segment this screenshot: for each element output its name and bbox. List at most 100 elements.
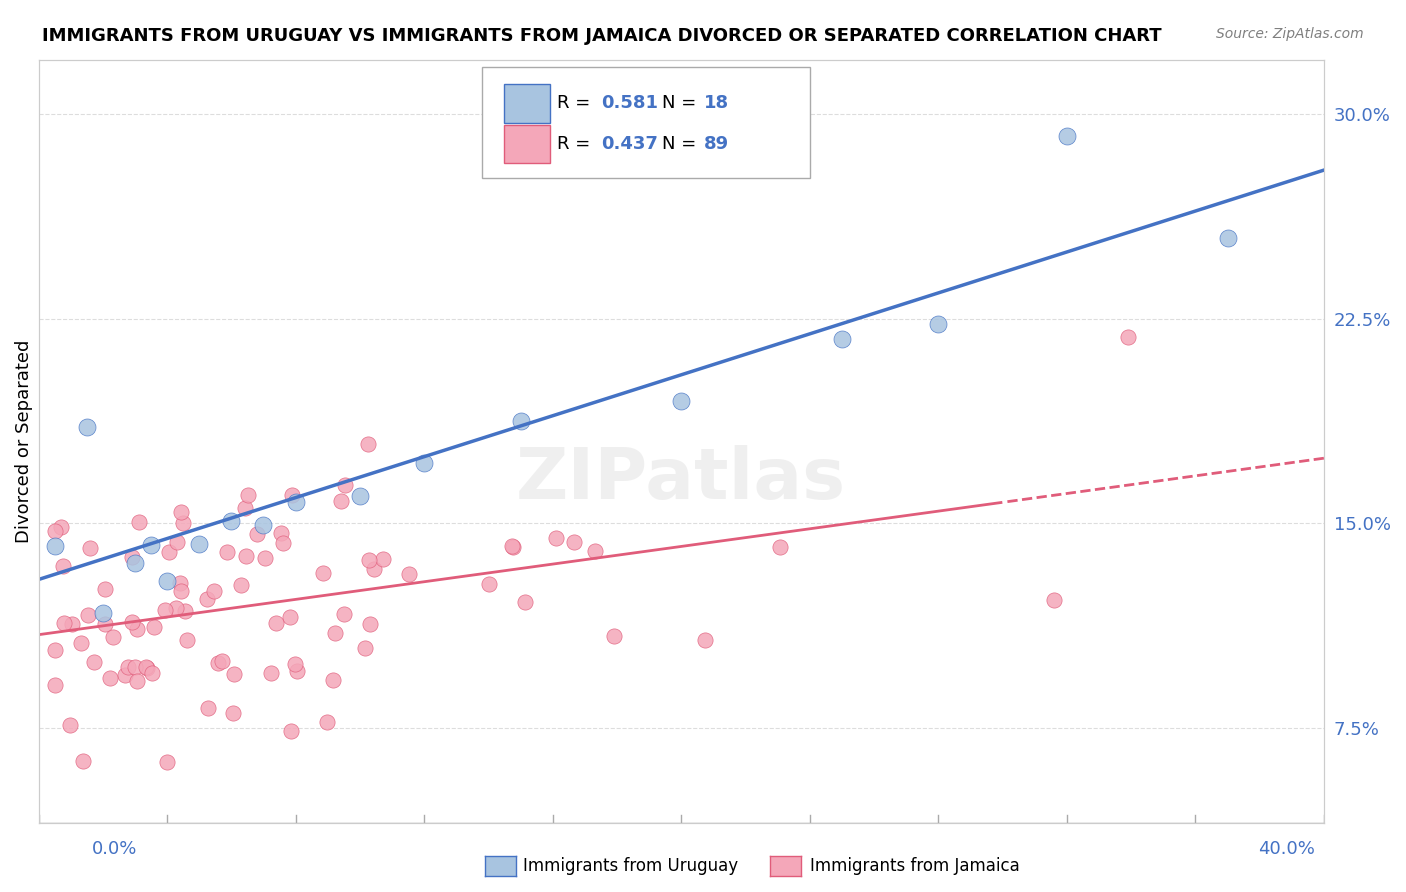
Text: Immigrants from Uruguay: Immigrants from Uruguay bbox=[523, 857, 738, 875]
Point bbox=[125, 673, 148, 688]
Point bbox=[398, 567, 420, 582]
Text: 89: 89 bbox=[704, 135, 730, 153]
FancyBboxPatch shape bbox=[503, 84, 550, 123]
Point bbox=[354, 640, 377, 655]
Text: 18: 18 bbox=[704, 95, 730, 112]
Point bbox=[603, 629, 626, 643]
Point bbox=[70, 636, 93, 650]
Point bbox=[325, 625, 347, 640]
Point bbox=[284, 657, 307, 671]
Point bbox=[44, 678, 66, 692]
Point bbox=[371, 551, 394, 566]
Point bbox=[172, 516, 194, 530]
Point bbox=[124, 556, 146, 570]
Point bbox=[44, 643, 66, 657]
Point bbox=[515, 595, 537, 609]
Point bbox=[127, 623, 149, 637]
Point bbox=[94, 616, 117, 631]
Point bbox=[121, 615, 143, 630]
Point bbox=[173, 604, 195, 618]
Point bbox=[544, 531, 567, 545]
Point bbox=[53, 615, 76, 630]
Point bbox=[1116, 330, 1139, 344]
Point bbox=[478, 577, 501, 591]
Point bbox=[76, 420, 98, 434]
FancyBboxPatch shape bbox=[482, 67, 810, 178]
Point bbox=[359, 616, 381, 631]
Point bbox=[60, 617, 83, 632]
Point bbox=[312, 566, 335, 581]
Point bbox=[49, 519, 72, 533]
Point bbox=[169, 576, 191, 591]
Point bbox=[246, 526, 269, 541]
Point bbox=[264, 616, 287, 631]
Text: N =: N = bbox=[662, 95, 702, 112]
Point bbox=[270, 526, 292, 541]
Text: IMMIGRANTS FROM URUGUAY VS IMMIGRANTS FROM JAMAICA DIVORCED OR SEPARATED CORRELA: IMMIGRANTS FROM URUGUAY VS IMMIGRANTS FR… bbox=[42, 27, 1161, 45]
Y-axis label: Divorced or Separated: Divorced or Separated bbox=[15, 340, 32, 543]
Point bbox=[357, 552, 380, 566]
Text: R =: R = bbox=[557, 135, 596, 153]
Point bbox=[1043, 593, 1066, 607]
Point bbox=[562, 535, 585, 549]
Point bbox=[83, 655, 105, 669]
Point bbox=[583, 543, 606, 558]
Point bbox=[195, 591, 218, 606]
Point bbox=[330, 494, 353, 508]
Point bbox=[284, 494, 307, 508]
Point bbox=[229, 578, 252, 592]
Point bbox=[143, 620, 166, 634]
Point bbox=[233, 500, 256, 515]
Point bbox=[165, 600, 187, 615]
Point bbox=[135, 661, 157, 675]
Text: Immigrants from Jamaica: Immigrants from Jamaica bbox=[810, 857, 1019, 875]
Point bbox=[117, 659, 139, 673]
Text: 40.0%: 40.0% bbox=[1258, 840, 1315, 858]
Point bbox=[101, 630, 124, 644]
Point bbox=[121, 549, 143, 564]
Point bbox=[413, 456, 436, 470]
Point bbox=[280, 723, 302, 738]
Point bbox=[1056, 128, 1078, 143]
Point bbox=[79, 541, 101, 555]
Point bbox=[281, 488, 304, 502]
Point bbox=[357, 437, 380, 451]
Point bbox=[222, 706, 245, 721]
Point bbox=[91, 607, 114, 621]
Point bbox=[333, 478, 356, 492]
Point bbox=[207, 657, 229, 671]
Point bbox=[215, 545, 238, 559]
Point bbox=[128, 515, 150, 529]
Text: Source: ZipAtlas.com: Source: ZipAtlas.com bbox=[1216, 27, 1364, 41]
Point bbox=[285, 664, 308, 678]
Point bbox=[671, 393, 693, 408]
Point bbox=[44, 524, 66, 538]
Point bbox=[156, 574, 179, 588]
Point bbox=[211, 654, 233, 668]
Point bbox=[197, 700, 219, 714]
Point bbox=[333, 607, 356, 622]
Point bbox=[1216, 231, 1239, 245]
Point bbox=[77, 607, 100, 622]
Point bbox=[501, 540, 523, 554]
Point bbox=[141, 666, 163, 681]
Text: 0.581: 0.581 bbox=[602, 95, 658, 112]
Point bbox=[769, 540, 792, 554]
Text: ZIPatlas: ZIPatlas bbox=[516, 445, 846, 514]
Point bbox=[927, 317, 949, 331]
Text: 0.0%: 0.0% bbox=[91, 840, 136, 858]
Point bbox=[52, 558, 75, 573]
Point bbox=[170, 505, 193, 519]
Point bbox=[222, 667, 245, 681]
Point bbox=[124, 660, 146, 674]
Point bbox=[93, 582, 115, 597]
Point bbox=[202, 584, 225, 599]
Point bbox=[316, 714, 339, 729]
Text: 0.437: 0.437 bbox=[602, 135, 658, 153]
Point bbox=[254, 551, 277, 566]
Point bbox=[278, 609, 301, 624]
Point bbox=[176, 633, 198, 648]
Point bbox=[135, 660, 157, 674]
Point bbox=[693, 632, 716, 647]
Point bbox=[509, 414, 531, 428]
